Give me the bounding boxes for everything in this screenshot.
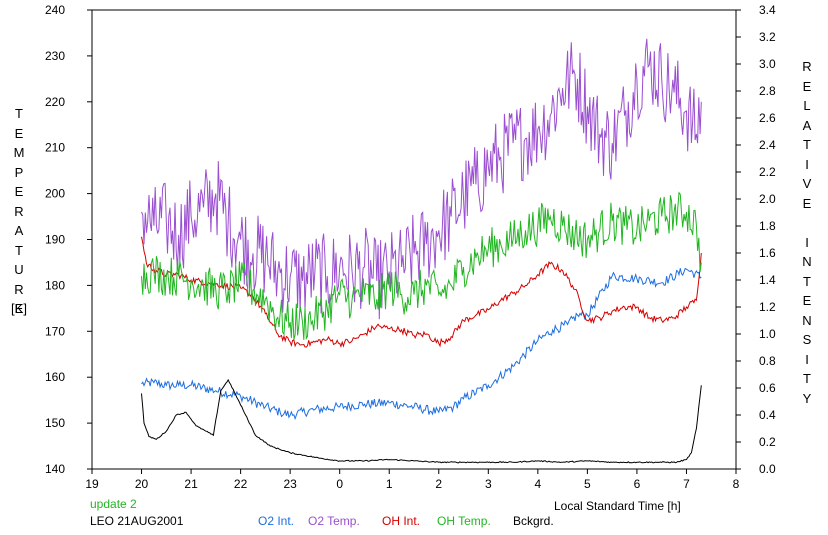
series-line-o2-int (141, 267, 702, 421)
legend-background: Bckgrd. (513, 514, 554, 528)
x-tick-label: 4 (535, 477, 542, 491)
y-right-tick-label: 2.0 (759, 192, 776, 206)
y-left-tick-label: 180 (45, 278, 65, 292)
series-line-o2-temp (141, 38, 702, 320)
x-tick-label: 3 (485, 477, 492, 491)
y-right-tick-label: 2.4 (759, 138, 776, 152)
y-right-tick-label: 0.6 (759, 381, 776, 395)
y-right-tick-label: 0.2 (759, 435, 776, 449)
y-right-tick-label: 2.2 (759, 165, 776, 179)
y-left-tick-label: 210 (45, 141, 65, 155)
site-date-label: LEO 21AUG2001 (90, 514, 184, 528)
y-left-tick-label: 190 (45, 233, 65, 247)
x-tick-label: 23 (283, 477, 297, 491)
y-right-tick-label: 2.8 (759, 84, 776, 98)
legend-oh-int: OH Int. (382, 514, 421, 528)
right-axis-title: R E L A T I V E I N T E N S I T Y (802, 59, 812, 406)
y-left-tick-label: 140 (45, 462, 65, 476)
y-right-tick-label: 1.0 (759, 327, 776, 341)
y-right-tick-label: 1.4 (759, 273, 776, 287)
y-left-tick-label: 200 (45, 187, 65, 201)
y-right-tick-label: 3.0 (759, 57, 776, 71)
series-line-bckgrd (141, 378, 702, 464)
y-left-tick-label: 160 (45, 370, 65, 384)
y-left-tick-label: 230 (45, 49, 65, 63)
legend-o2-temp: O2 Temp. (308, 514, 360, 528)
x-tick-label: 8 (733, 477, 740, 491)
legend-oh-temp: OH Temp. (437, 514, 491, 528)
x-tick-label: 22 (234, 477, 248, 491)
y-right-tick-label: 1.8 (759, 219, 776, 233)
y-left-tick-label: 240 (45, 3, 65, 17)
left-axis-unit: [K] (11, 301, 27, 316)
series-line-oh-temp (141, 191, 702, 341)
y-right-tick-label: 1.6 (759, 246, 776, 260)
x-tick-label: 0 (336, 477, 343, 491)
x-tick-label: 21 (184, 477, 198, 491)
y-right-tick-label: 2.6 (759, 111, 776, 125)
x-tick-label: 6 (634, 477, 641, 491)
left-axis-title: T E M P E R A T U R E (13, 106, 25, 316)
x-tick-label: 5 (584, 477, 591, 491)
x-tick-label: 2 (435, 477, 442, 491)
x-tick-label: 20 (135, 477, 149, 491)
x-axis-label: Local Standard Time [h] (554, 499, 681, 513)
y-right-tick-label: 0.4 (759, 408, 776, 422)
y-left-tick-label: 170 (45, 324, 65, 338)
y-left-tick-label: 220 (45, 95, 65, 109)
y-right-tick-label: 0.0 (759, 462, 776, 476)
y-right-tick-label: 1.2 (759, 300, 776, 314)
y-right-tick-label: 0.8 (759, 354, 776, 368)
x-tick-label: 7 (683, 477, 690, 491)
x-tick-label: 19 (85, 477, 99, 491)
x-tick-label: 1 (386, 477, 393, 491)
y-left-tick-label: 150 (45, 416, 65, 430)
y-right-tick-label: 3.4 (759, 3, 776, 17)
update-note: update 2 (90, 497, 137, 511)
legend-o2-int: O2 Int. (258, 514, 295, 528)
y-right-tick-label: 3.2 (759, 30, 776, 44)
